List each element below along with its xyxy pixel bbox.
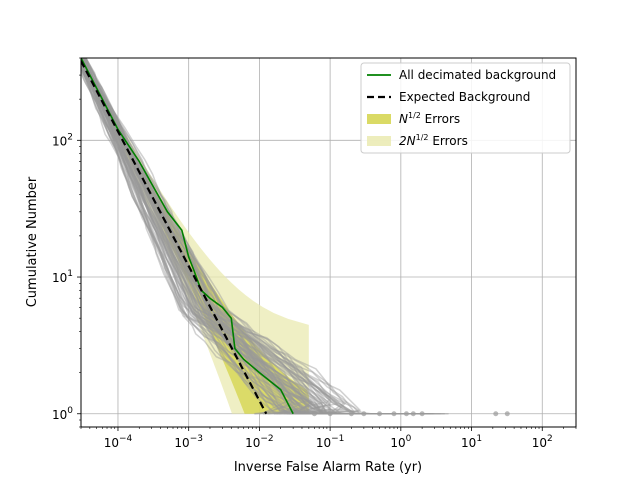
outlier-point (419, 411, 425, 417)
background-trial-line (81, 58, 334, 415)
plot-frame (80, 57, 577, 428)
background-trial-line (81, 58, 430, 415)
background-trial-line (81, 58, 340, 415)
band-2sigma (81, 58, 309, 414)
background-trial-line (82, 58, 303, 415)
background-trial-line (81, 63, 433, 415)
background-trial-line (81, 62, 445, 415)
background-trial-line (81, 59, 372, 415)
background-trial-line (82, 58, 302, 415)
background-trial-line (81, 65, 296, 415)
x-tick-label: 10−3 (174, 434, 203, 450)
outlier-point (493, 411, 499, 417)
x-tick-label: 102 (532, 434, 553, 450)
background-trial-line (81, 58, 331, 415)
background-trial-line (81, 60, 313, 415)
background-trial-line (81, 65, 329, 415)
legend-swatch-patch (367, 136, 391, 146)
legend-box (360, 62, 571, 154)
background-trial-line (81, 58, 362, 415)
background-trial-line (81, 67, 428, 415)
background-trial-line (85, 58, 352, 415)
background-trial-line (81, 60, 410, 415)
expected-background-line (81, 60, 268, 415)
outlier-point (361, 411, 367, 417)
y-tick-label: 101 (52, 269, 73, 285)
background-trial-line (85, 58, 362, 415)
x-tick-label: 100 (390, 434, 411, 450)
legend-label: N1/2 Errors (399, 111, 460, 126)
background-trial-line (81, 61, 408, 415)
y-tick-label: 102 (52, 132, 73, 148)
main-series (81, 58, 294, 415)
background-trial-line (81, 69, 408, 415)
legend-label: 2N1/2 Errors (399, 133, 468, 148)
x-axis-ticks: 10−4 10−3 10−2 10−1 100 101 102 (80, 427, 577, 450)
background-trial-line (81, 58, 345, 415)
outlier-points (311, 411, 510, 417)
background-trial-line (81, 62, 427, 415)
background-trial-line (81, 64, 389, 415)
outlier-point (348, 411, 354, 417)
background-trial-line (81, 58, 376, 415)
background-trial-line (81, 61, 313, 415)
x-tick-label: 10−4 (104, 434, 133, 450)
background-trial-line (82, 58, 323, 415)
background-trial-line (81, 62, 325, 415)
background-trial-line (81, 65, 355, 415)
legend: All decimated background Expected Backgro… (360, 62, 571, 154)
background-trial-line (81, 65, 350, 415)
background-trial-line (84, 58, 300, 415)
x-axis-label: Inverse False Alarm Rate (yr) (234, 460, 422, 475)
background-trial-line (81, 58, 406, 415)
background-trial-line (82, 58, 379, 415)
background-trial-line (82, 58, 339, 415)
background-trial-line (81, 60, 353, 415)
background-trial-line (83, 58, 396, 415)
outlier-point (410, 411, 416, 417)
band-1sigma (81, 58, 309, 414)
background-trial-line (81, 58, 294, 415)
outlier-point (391, 411, 397, 417)
y-tick-label: 100 (52, 406, 73, 422)
background-trial-line (81, 58, 306, 415)
background-trial-line (84, 58, 362, 415)
outlier-point (403, 411, 409, 417)
legend-swatch-patch (367, 114, 391, 124)
y-axis-ticks: 100 101 102 (52, 57, 81, 428)
x-tick-label: 10−1 (316, 434, 345, 450)
background-trial-line (81, 64, 356, 415)
y-axis-label: Cumulative Number (25, 176, 40, 307)
background-trial-line (81, 63, 412, 415)
x-tick-label: 101 (461, 434, 482, 450)
background-trial-line (83, 58, 301, 415)
legend-label: Expected Background (399, 90, 530, 104)
outlier-point (311, 411, 317, 417)
background-trial-line (84, 58, 329, 415)
outlier-point (327, 411, 333, 417)
error-bands (81, 58, 309, 414)
background-trial-line (81, 63, 373, 415)
background-trial-line (81, 60, 362, 415)
x-tick-label: 10−2 (245, 434, 274, 450)
background-trial-line (81, 64, 314, 415)
outlier-point (377, 411, 383, 417)
outlier-point (504, 411, 510, 417)
background-trial-line (81, 65, 313, 415)
background-trial-line (81, 65, 333, 415)
background-trial-line (81, 59, 387, 415)
background-trial-line (81, 58, 430, 415)
background-trial-line (81, 64, 380, 415)
background-trial-line (82, 58, 335, 415)
background-trial-line (81, 69, 349, 415)
legend-label: All decimated background (399, 68, 556, 82)
